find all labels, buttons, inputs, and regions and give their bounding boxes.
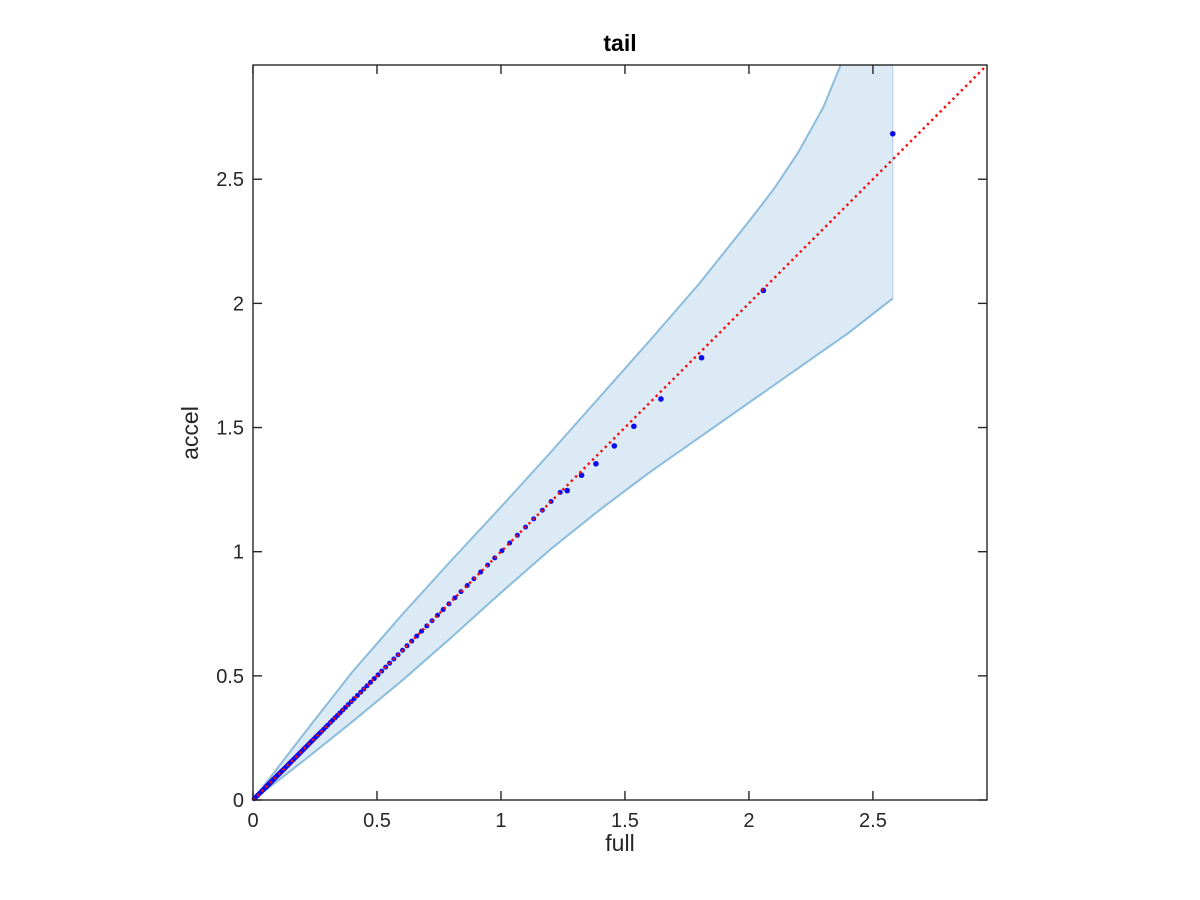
y-tick-label: 2 <box>233 293 244 315</box>
data-point <box>611 443 618 449</box>
y-tick-label: 0.5 <box>216 666 244 688</box>
reference-line <box>252 64 988 801</box>
chart-title: tail <box>603 30 637 56</box>
x-tick-label: 0.5 <box>363 810 391 832</box>
axes-box <box>252 64 988 801</box>
x-tick-label: 2.5 <box>859 810 887 832</box>
data-point <box>631 423 637 430</box>
data-point <box>564 487 570 494</box>
x-tick-label: 1.5 <box>611 810 639 832</box>
confidence-band-upper-edge <box>252 64 842 801</box>
data-point <box>889 130 896 137</box>
confidence-band-fill <box>253 65 893 800</box>
y-tick-label: 2.5 <box>216 169 244 191</box>
data-point <box>698 354 705 361</box>
y-tick-label: 0 <box>233 790 244 812</box>
data-point <box>593 460 599 467</box>
x-tick-label: 1 <box>495 810 506 832</box>
y-axis-label: accel <box>177 406 203 460</box>
data-point <box>578 472 585 479</box>
y-tick-label: 1 <box>233 542 244 564</box>
y-tick-label: 1.5 <box>216 418 244 440</box>
x-axis-label: full <box>605 830 635 856</box>
confidence-band-lower-edge <box>252 297 894 801</box>
x-tick-label: 0 <box>247 810 258 832</box>
x-tick-label: 2 <box>743 810 754 832</box>
data-point <box>658 396 664 402</box>
